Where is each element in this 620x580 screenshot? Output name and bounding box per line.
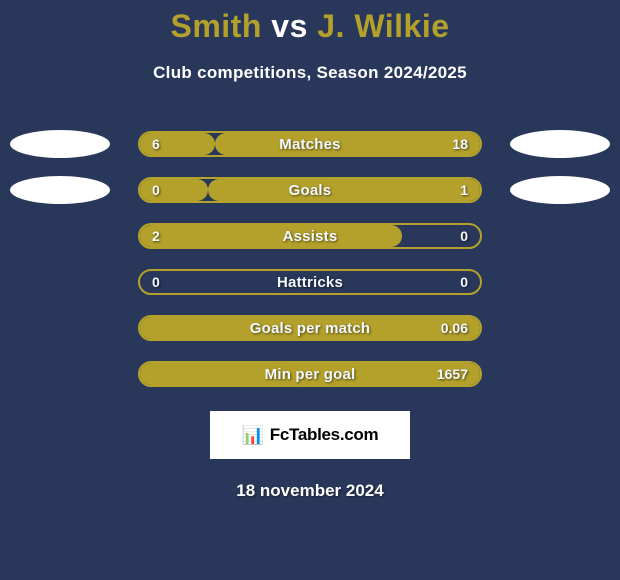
player2-oval — [510, 130, 610, 158]
stat-label: Goals per match — [250, 320, 371, 337]
stat-value-right: 0 — [460, 228, 468, 244]
stat-value-left: 2 — [152, 228, 160, 244]
chart-icon: 📊 — [242, 426, 264, 444]
stat-value-right: 0 — [460, 274, 468, 290]
brand-badge[interactable]: 📊 FcTables.com — [210, 411, 410, 459]
stat-value-right: 0.06 — [441, 320, 468, 336]
stat-label: Hattricks — [277, 274, 343, 291]
stat-label: Assists — [283, 228, 338, 245]
bar-fill-left — [140, 179, 208, 201]
vs-separator: vs — [271, 8, 308, 44]
player2-oval — [510, 176, 610, 204]
comparison-title: Smith vs J. Wilkie — [0, 0, 620, 45]
stat-bar-track: 0.06 Goals per match — [138, 315, 482, 341]
stat-row: 6 18 Matches — [0, 121, 620, 167]
stat-value-left: 0 — [152, 274, 160, 290]
player2-name: J. Wilkie — [317, 8, 449, 44]
stat-row: 0 0 Hattricks — [0, 259, 620, 305]
subtitle: Club competitions, Season 2024/2025 — [0, 63, 620, 83]
stat-bar-track: 0 1 Goals — [138, 177, 482, 203]
stat-row: 2 0 Assists — [0, 213, 620, 259]
bar-fill-right — [215, 133, 480, 155]
stat-bar-track: 2 0 Assists — [138, 223, 482, 249]
brand-text: FcTables.com — [270, 425, 379, 445]
player1-name: Smith — [170, 8, 261, 44]
stat-row: 1657 Min per goal — [0, 351, 620, 397]
stat-value-right: 1 — [460, 182, 468, 198]
stat-label: Goals — [289, 182, 332, 199]
stat-row: 0 1 Goals — [0, 167, 620, 213]
bar-fill-left — [140, 225, 402, 247]
stat-bar-track: 1657 Min per goal — [138, 361, 482, 387]
date-label: 18 november 2024 — [0, 481, 620, 501]
player1-oval — [10, 130, 110, 158]
comparison-chart: 6 18 Matches 0 1 Goals 2 0 Assists 0 0 Hattricks 0.0… — [0, 121, 620, 397]
stat-label: Matches — [279, 136, 340, 153]
player1-oval — [10, 176, 110, 204]
stat-row: 0.06 Goals per match — [0, 305, 620, 351]
stat-value-left: 6 — [152, 136, 160, 152]
stat-value-right: 18 — [452, 136, 468, 152]
stat-label: Min per goal — [265, 366, 356, 383]
bar-fill-right — [208, 179, 480, 201]
stat-bar-track: 6 18 Matches — [138, 131, 482, 157]
stat-bar-track: 0 0 Hattricks — [138, 269, 482, 295]
stat-value-left: 0 — [152, 182, 160, 198]
stat-value-right: 1657 — [437, 366, 468, 382]
